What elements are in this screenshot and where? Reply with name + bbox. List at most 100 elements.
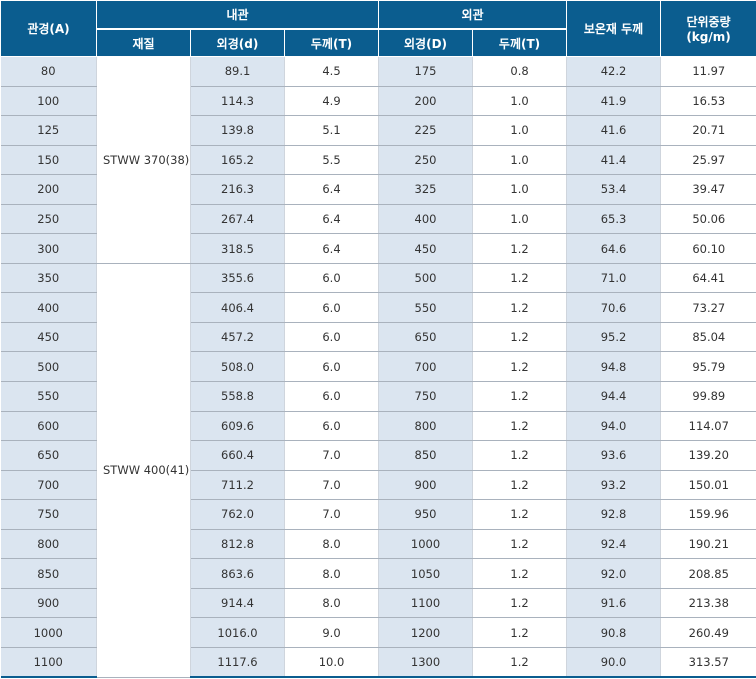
cell-outer-thickness: 1.2	[472, 617, 568, 648]
cell-insulation-thickness: 92.0	[566, 558, 662, 589]
table-header: 관경(A) 내관 외관 보온재 두께 단위중량 (kg/m) 재질 외경(d) …	[0, 0, 756, 57]
cell-insulation-thickness: 92.4	[566, 529, 662, 560]
cell-inner-thickness: 7.0	[284, 470, 380, 501]
cell-outer-od: 550	[378, 292, 474, 323]
table-row: 1100 1117.6 10.0 1300 1.2 90.0 313.57	[0, 647, 756, 679]
cell-inner-thickness: 8.0	[284, 558, 380, 589]
header-insulation-thickness: 보온재 두께	[566, 0, 662, 57]
cell-pipe-size: 150	[0, 145, 97, 176]
cell-outer-thickness: 1.2	[472, 558, 568, 589]
cell-inner-od: 406.4	[190, 292, 285, 323]
cell-outer-thickness: 1.2	[472, 499, 568, 530]
cell-outer-thickness: 1.2	[472, 351, 568, 383]
cell-outer-thickness: 0.8	[472, 56, 568, 87]
cell-inner-thickness: 8.0	[284, 588, 380, 619]
cell-pipe-size: 800	[0, 529, 97, 560]
cell-unit-weight: 313.57	[660, 647, 756, 679]
cell-outer-thickness: 1.0	[472, 204, 568, 235]
cell-pipe-size: 700	[0, 470, 97, 501]
cell-unit-weight: 139.20	[660, 440, 756, 471]
cell-pipe-size: 900	[0, 588, 97, 619]
table-row: 300 318.5 6.4 450 1.2 64.6 60.10	[0, 233, 756, 264]
cell-unit-weight: 11.97	[660, 56, 756, 87]
cell-insulation-thickness: 93.6	[566, 440, 662, 471]
cell-outer-od: 650	[378, 322, 474, 353]
cell-outer-od: 1100	[378, 588, 474, 619]
table-row: 650 660.4 7.0 850 1.2 93.6 139.20	[0, 440, 756, 471]
cell-insulation-thickness: 90.0	[566, 647, 662, 679]
cell-inner-thickness: 5.5	[284, 145, 380, 176]
cell-outer-od: 1050	[378, 558, 474, 589]
cell-unit-weight: 114.07	[660, 411, 756, 442]
cell-outer-thickness: 1.2	[472, 322, 568, 353]
cell-unit-weight: 25.97	[660, 145, 756, 176]
cell-unit-weight: 208.85	[660, 558, 756, 589]
table-row: 80 STWW 370(38) 89.1 4.5 175 0.8 42.2 11.97	[0, 56, 756, 264]
cell-outer-od: 400	[378, 204, 474, 235]
cell-outer-od: 850	[378, 440, 474, 471]
cell-insulation-thickness: 94.4	[566, 381, 662, 412]
cell-pipe-size: 450	[0, 322, 97, 353]
cell-pipe-size: 550	[0, 381, 97, 412]
header-material: 재질	[96, 28, 191, 57]
header-outer-pipe: 외관	[378, 0, 568, 30]
table-row: 900 914.4 8.0 1100 1.2 91.6 213.38	[0, 588, 756, 619]
cell-inner-od: 609.6	[190, 411, 285, 442]
cell-outer-od: 900	[378, 470, 474, 501]
cell-outer-od: 700	[378, 351, 474, 383]
cell-inner-thickness: 10.0	[284, 647, 380, 679]
cell-outer-od: 200	[378, 86, 474, 117]
cell-pipe-size: 300	[0, 233, 97, 264]
table-row: 500 508.0 6.0 700 1.2 94.8 95.79	[0, 351, 756, 383]
cell-inner-thickness: 6.0	[284, 322, 380, 353]
table-row: 600 609.6 6.0 800 1.2 94.0 114.07	[0, 411, 756, 442]
cell-pipe-size: 1100	[0, 647, 97, 679]
header-unit-weight-unit: (kg/m)	[686, 30, 731, 44]
cell-outer-thickness: 1.0	[472, 115, 568, 146]
table-row: 150 165.2 5.5 250 1.0 41.4 25.97	[0, 145, 756, 176]
cell-insulation-thickness: 41.9	[566, 86, 662, 117]
cell-inner-od: 1117.6	[190, 647, 285, 679]
cell-inner-od: 508.0	[190, 351, 285, 383]
cell-outer-thickness: 1.2	[472, 233, 568, 264]
cell-unit-weight: 260.49	[660, 617, 756, 648]
header-outer-thickness: 두께(T)	[472, 28, 568, 57]
cell-inner-thickness: 6.0	[284, 411, 380, 442]
cell-insulation-thickness: 41.4	[566, 145, 662, 176]
cell-inner-od: 1016.0	[190, 617, 285, 648]
cell-insulation-thickness: 71.0	[566, 263, 662, 294]
cell-outer-od: 325	[378, 174, 474, 205]
cell-pipe-size: 250	[0, 204, 97, 235]
cell-unit-weight: 16.53	[660, 86, 756, 117]
cell-inner-od: 267.4	[190, 204, 285, 235]
cell-outer-thickness: 1.2	[472, 470, 568, 501]
cell-material: STWW 400(41)	[96, 263, 191, 678]
table-row: 200 216.3 6.4 325 1.0 53.4 39.47	[0, 174, 756, 205]
cell-inner-thickness: 5.1	[284, 115, 380, 146]
cell-insulation-thickness: 94.0	[566, 411, 662, 442]
cell-pipe-size: 750	[0, 499, 97, 530]
cell-unit-weight: 50.06	[660, 204, 756, 235]
cell-unit-weight: 95.79	[660, 351, 756, 383]
cell-insulation-thickness: 93.2	[566, 470, 662, 501]
cell-unit-weight: 159.96	[660, 499, 756, 530]
cell-outer-od: 250	[378, 145, 474, 176]
cell-insulation-thickness: 53.4	[566, 174, 662, 205]
cell-outer-thickness: 1.2	[472, 411, 568, 442]
cell-unit-weight: 213.38	[660, 588, 756, 619]
cell-inner-od: 165.2	[190, 145, 285, 176]
cell-pipe-size: 600	[0, 411, 97, 442]
cell-inner-thickness: 6.0	[284, 292, 380, 323]
table-row: 350 STWW 400(41) 355.6 6.0 500 1.2 71.0 64.41	[0, 263, 756, 678]
cell-inner-od: 762.0	[190, 499, 285, 530]
cell-inner-thickness: 6.0	[284, 351, 380, 383]
table-row: 100 114.3 4.9 200 1.0 41.9 16.53	[0, 86, 756, 117]
table-row: 550 558.8 6.0 750 1.2 94.4 99.89	[0, 381, 756, 412]
cell-outer-thickness: 1.2	[472, 292, 568, 323]
header-unit-weight-label: 단위중량	[686, 15, 731, 29]
table-row: 850 863.6 8.0 1050 1.2 92.0 208.85	[0, 558, 756, 589]
cell-inner-thickness: 6.4	[284, 174, 380, 205]
cell-unit-weight: 60.10	[660, 233, 756, 264]
cell-outer-thickness: 1.2	[472, 263, 568, 294]
cell-insulation-thickness: 64.6	[566, 233, 662, 264]
